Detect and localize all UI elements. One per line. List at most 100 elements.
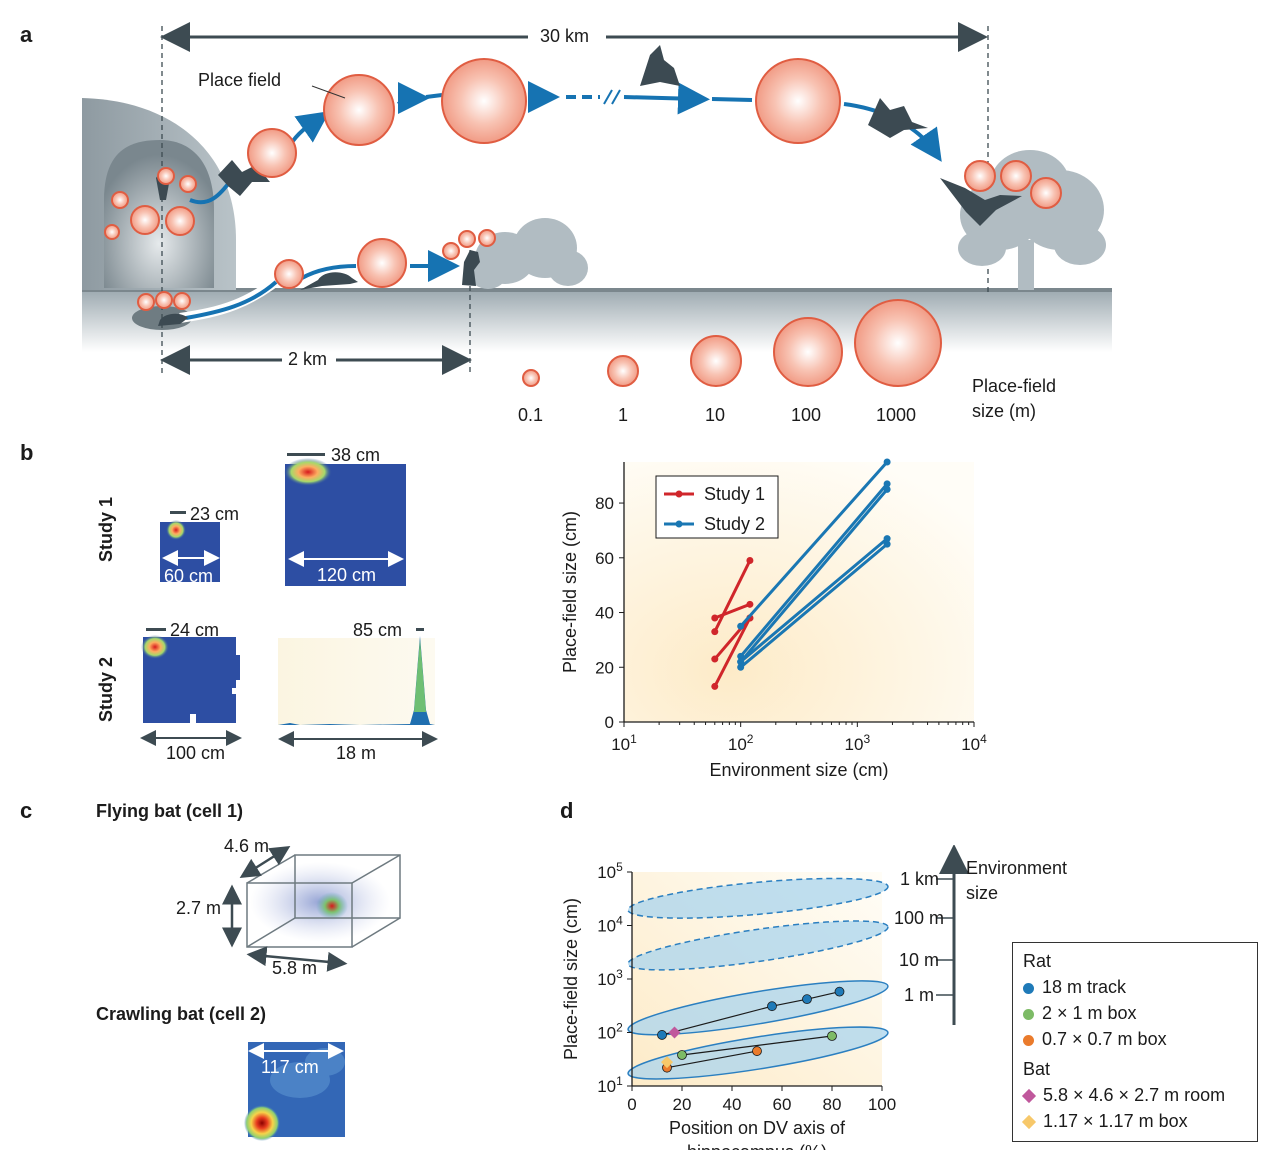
series-line [739, 537, 889, 663]
data-point [711, 655, 719, 663]
place-field [247, 128, 297, 178]
map1-field-size: 23 cm [190, 504, 240, 524]
series-line [661, 991, 840, 1036]
dim-width-label: 5.8 m [272, 958, 318, 978]
diamond-icon [1021, 1089, 1037, 1104]
legend-box [655, 475, 779, 539]
tree-small [470, 218, 588, 289]
env-level-1km: 1 km [900, 869, 940, 889]
panel-letter-a: a [20, 22, 33, 47]
data-point [883, 480, 891, 488]
y-axis-label: Place-field size (cm) [561, 898, 581, 1060]
crawling-bat-title: Crawling bat (cell 2) [96, 1004, 267, 1024]
data-point [711, 614, 719, 622]
rat-icon [158, 313, 188, 326]
x-axis-label-line1: Position on DV axis of [669, 1118, 846, 1138]
legend-label: 0.7 × 0.7 m box [1042, 1029, 1167, 1049]
y-axis-label: Place-field size (cm) [560, 511, 580, 673]
x-tick-label: 102 [728, 732, 754, 754]
env-band-ellipse [627, 920, 889, 971]
data-point [802, 994, 812, 1005]
data-point [746, 557, 754, 565]
legend-marker [675, 490, 683, 498]
place-field [104, 224, 120, 240]
x-axis-label: Environment size (cm) [709, 760, 888, 780]
scale-tick-1000: 1000 [876, 405, 917, 425]
place-field [173, 292, 191, 310]
legend-label: 18 m track [1042, 977, 1127, 997]
y-tick-label: 103 [597, 967, 623, 989]
y-tick-label: 40 [595, 604, 614, 623]
map4-field-size: 85 cm [353, 620, 403, 640]
place-field [441, 58, 527, 144]
series-line [714, 602, 751, 620]
legend-label: 1.17 × 1.17 m box [1043, 1111, 1188, 1131]
scale-tick-1: 1 [618, 405, 629, 425]
data-point [767, 1001, 777, 1012]
data-point [711, 682, 719, 690]
data-point [737, 663, 745, 671]
rat-icon [300, 272, 358, 290]
x-tick-label: 20 [673, 1095, 692, 1114]
env-band-ellipse [627, 877, 889, 919]
place-field [130, 205, 160, 235]
place-field [179, 175, 197, 193]
place-field-label: Place field [198, 70, 282, 90]
distance-rat-label: 2 km [288, 349, 328, 369]
data-point-diamond [661, 1056, 673, 1069]
place-field [1030, 177, 1062, 209]
y-tick-label: 102 [597, 1021, 623, 1043]
legend-d: Rat 18 m track 2 × 1 m box 0.7 × 0.7 m b… [1012, 942, 1258, 1142]
y-tick-label: 20 [595, 658, 614, 677]
legend-item: 2 × 1 m box [1023, 1003, 1137, 1024]
x-tick-label: 103 [845, 732, 871, 754]
place-field [323, 74, 395, 146]
legend-label: Study 1 [704, 484, 765, 504]
rate-map-study2-box [140, 628, 242, 746]
circle-icon [1023, 982, 1034, 994]
place-field [964, 160, 996, 192]
x-tick-label: 101 [611, 732, 637, 754]
legend-item: 1.17 × 1.17 m box [1021, 1111, 1188, 1132]
x-tick-label: 80 [823, 1095, 842, 1114]
x-tick-label: 40 [723, 1095, 742, 1114]
legend-bat-header: Bat [1023, 1059, 1051, 1079]
env-level-10m: 10 m [899, 950, 940, 970]
y-tick-label: 105 [597, 860, 623, 882]
data-point [677, 1050, 687, 1060]
env-size-axis [936, 845, 969, 1025]
chart-d: 101 102 103 104 105 0 20 40 60 80 100 Position on D… [561, 860, 896, 1150]
env-level-1m: 1 m [904, 985, 935, 1005]
panel-c-graphics [222, 845, 401, 1141]
series-line [713, 617, 752, 688]
legend-item: 18 m track [1023, 977, 1126, 998]
series-line [713, 559, 752, 633]
series-line [739, 542, 889, 669]
rat-icon [444, 250, 480, 287]
x-tick-label: 60 [773, 1095, 792, 1114]
y-tick-label: 60 [595, 549, 614, 568]
chart-b: 0 20 40 60 80 101 102 103 104 Environment size (c… [560, 458, 987, 780]
place-field [111, 191, 129, 209]
data-point [834, 986, 845, 997]
env-size-title-line2: size [966, 883, 999, 903]
data-point [827, 1031, 837, 1041]
ground [82, 288, 1112, 352]
y-tick-label: 80 [595, 494, 614, 513]
series-line [681, 1035, 833, 1056]
x-tick-label: 0 [627, 1095, 636, 1114]
data-point [883, 540, 891, 548]
legend-item: 0.7 × 0.7 m box [1023, 1029, 1167, 1050]
data-point [657, 1030, 667, 1040]
place-field [274, 259, 304, 289]
place-field [1000, 160, 1032, 192]
scale-title-line1: Place-field [972, 376, 1057, 396]
scale-circle-100 [773, 317, 843, 387]
bat-icon [868, 98, 928, 138]
rate-map-study2-track [278, 628, 438, 747]
map3-field-size: 24 cm [170, 620, 220, 640]
flight-volume-cube [246, 854, 401, 948]
circle-icon [1023, 1008, 1034, 1020]
series-line [739, 461, 889, 628]
panel-letter-d: d [560, 798, 574, 823]
